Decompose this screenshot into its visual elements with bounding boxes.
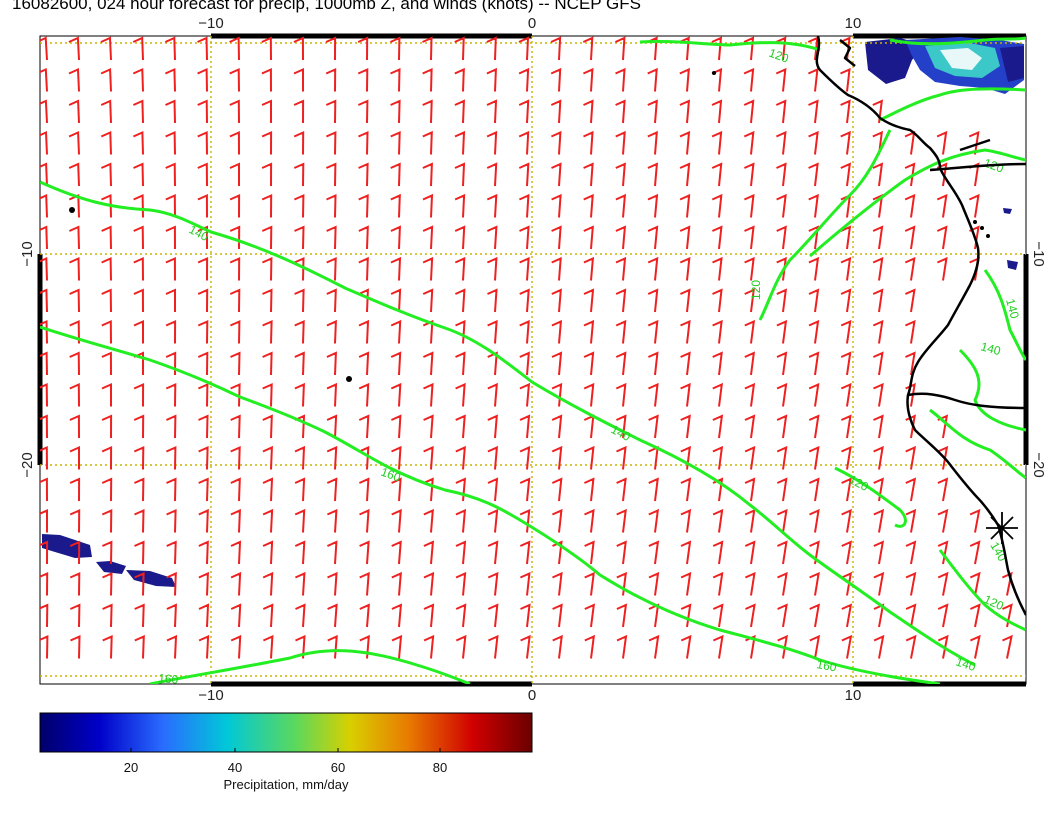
wind-barb-set <box>40 36 1013 659</box>
contour-label: 140 <box>979 339 1002 358</box>
contour-140-east <box>983 269 1026 361</box>
lat-lon-grid <box>40 36 1026 684</box>
colorbar: 20 40 60 80 Precipitation, mm/day <box>39 712 533 792</box>
map-title: 16082600, 024 hour forecast for precip, … <box>12 0 641 13</box>
contour-label: 160 <box>158 671 179 687</box>
contour-160 <box>40 325 941 684</box>
colorbar-tick: 20 <box>124 760 138 775</box>
coastline <box>815 36 1026 616</box>
contour-120-ne <box>879 87 1026 122</box>
station-marker <box>986 512 1018 544</box>
x-tick-top: 10 <box>845 15 862 32</box>
x-tick-top: −10 <box>198 15 223 32</box>
contour-120-inner <box>758 129 892 321</box>
precip-patches <box>42 37 1024 587</box>
x-tick-bottom: 10 <box>845 687 862 704</box>
colorbar-tick: 60 <box>331 760 345 775</box>
x-tick-top: 0 <box>528 15 536 32</box>
colorbar-tick: 80 <box>433 760 447 775</box>
colorbar-tick: 40 <box>228 760 242 775</box>
x-tick-bottom: −10 <box>198 687 223 704</box>
contour-120-ne2 <box>889 36 1026 46</box>
y-tick-right: −20 <box>1030 452 1047 477</box>
contour-120-north <box>639 39 821 52</box>
axis-labels: −10 0 10 −10 0 10 −10 −20 −10 −20 <box>19 15 1047 704</box>
contour-label: 120 <box>749 280 763 300</box>
contour-160-south <box>149 649 471 684</box>
y-tick-left: −10 <box>19 241 36 266</box>
height-contours <box>40 36 1026 684</box>
x-tick-bottom: 0 <box>528 687 536 704</box>
wind-barbs <box>40 36 1013 659</box>
y-tick-left: −20 <box>19 452 36 477</box>
contour-label: 160 <box>379 465 403 485</box>
islands <box>69 71 990 382</box>
contour-120-se <box>938 549 1026 632</box>
contour-120-south <box>834 466 907 528</box>
contour-140-north <box>40 180 976 667</box>
y-tick-right: −10 <box>1030 241 1047 266</box>
colorbar-label: Precipitation, mm/day <box>224 777 349 792</box>
contour-140-east2 <box>958 348 1026 432</box>
contour-label: 140 <box>954 655 978 675</box>
contour-label: 140 <box>1003 297 1022 320</box>
colorbar-gradient <box>39 712 533 753</box>
contour-120-tongue <box>809 148 1026 258</box>
contour-label: 120 <box>767 46 791 66</box>
contour-label: 160 <box>815 657 837 674</box>
contour-120-coast <box>929 408 1026 480</box>
